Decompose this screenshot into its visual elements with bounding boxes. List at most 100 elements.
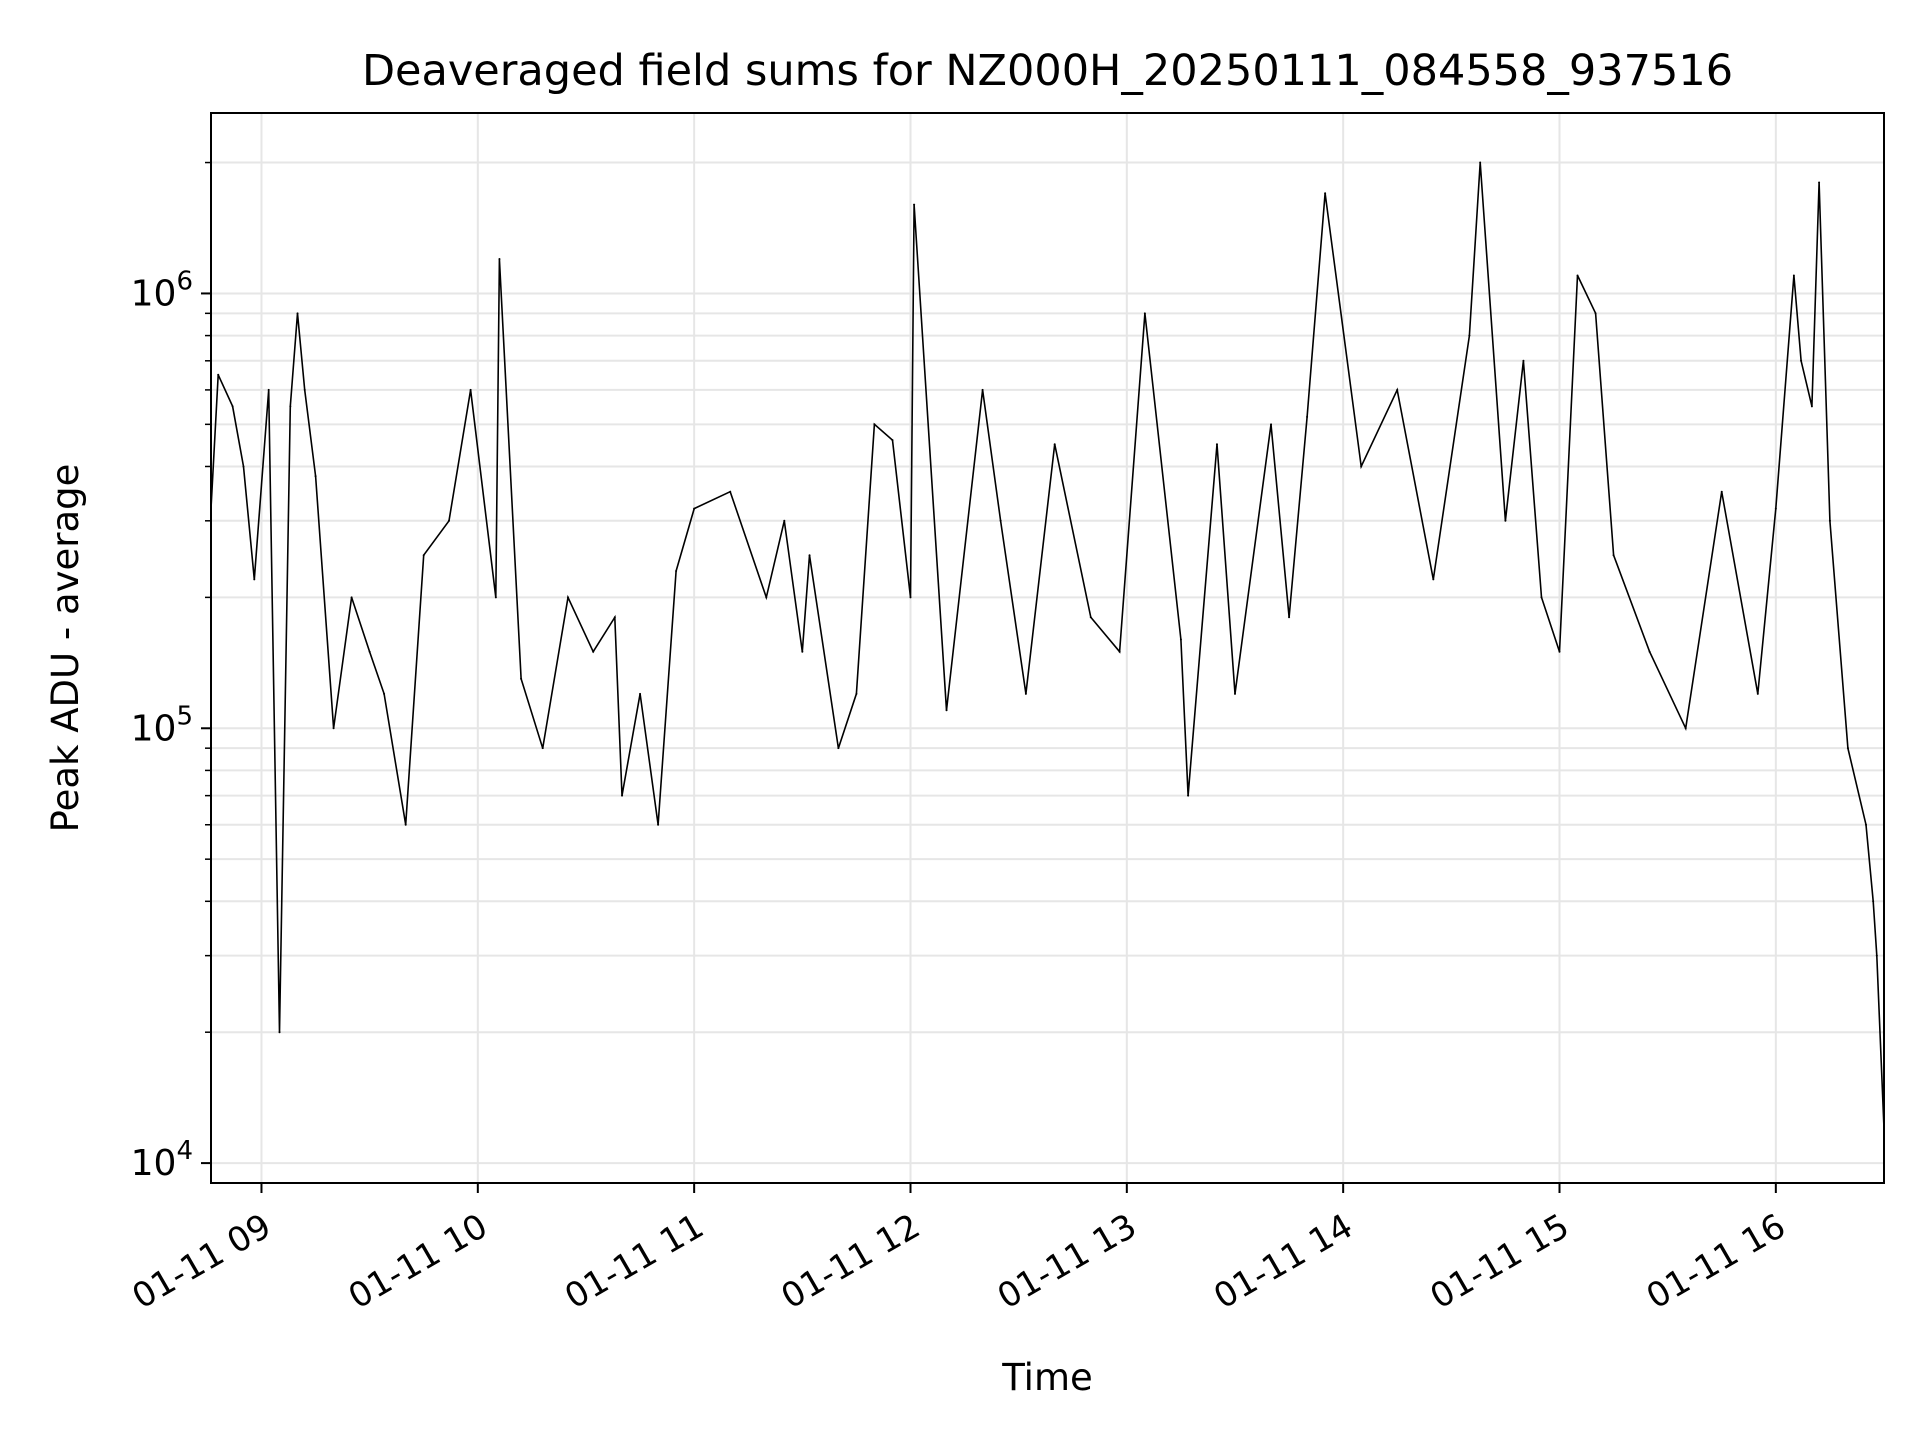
data-point [267, 388, 270, 391]
data-point [1792, 274, 1795, 277]
data-point [469, 388, 472, 391]
data-point [981, 388, 984, 391]
data-point [217, 373, 220, 376]
x-tick-label: 01-11 10 [342, 1206, 494, 1317]
data-point [1774, 507, 1777, 510]
data-point [1288, 616, 1291, 619]
data-point [1468, 334, 1471, 337]
data-point [1504, 519, 1507, 522]
data-point [498, 258, 501, 261]
data-point [1872, 900, 1875, 903]
data-point [592, 650, 595, 653]
data-point [1324, 192, 1327, 195]
data-point [303, 388, 306, 391]
data-point [1800, 359, 1803, 362]
data-point [231, 405, 234, 408]
data-point [1875, 954, 1878, 957]
data-point [1360, 465, 1363, 468]
data-point [1818, 181, 1821, 184]
data-point [314, 475, 317, 478]
data-point [383, 692, 386, 695]
plot-frame [210, 112, 1885, 1184]
data-point [494, 596, 497, 599]
data-point [404, 823, 407, 826]
data-point [1179, 638, 1182, 641]
data-point [693, 507, 696, 510]
data-point [296, 312, 299, 315]
data-point [1215, 443, 1218, 446]
data-point [891, 439, 894, 442]
data-point [278, 1031, 281, 1034]
data-point [289, 405, 292, 408]
data-point [675, 569, 678, 572]
data-point [909, 596, 912, 599]
data-point [541, 747, 544, 750]
data-point [837, 747, 840, 750]
data-point [1187, 794, 1190, 797]
x-axis: 01-11 09 01-11 10 01-11 11 01-11 12 01-11 13… [126, 1183, 1792, 1317]
data-point [1233, 692, 1236, 695]
data-point [1089, 616, 1092, 619]
data-point [422, 554, 425, 557]
data-point [729, 490, 732, 493]
y-tick-exponent: 4 [176, 1136, 193, 1166]
data-point [657, 823, 660, 826]
x-tick-label: 01-11 13 [991, 1206, 1143, 1317]
data-point [447, 519, 450, 522]
data-point [1846, 747, 1849, 750]
data-point [1612, 554, 1615, 557]
y-axis-label: Peak ADU - average [44, 464, 87, 833]
data-point [913, 203, 916, 206]
data-point [1576, 274, 1579, 277]
x-tick-label: 01-11 16 [1640, 1206, 1792, 1317]
x-tick-label: 01-11 09 [126, 1206, 278, 1317]
x-tick-label: 01-11 12 [775, 1206, 927, 1317]
data-point [873, 423, 876, 426]
data-point [945, 709, 948, 712]
data-point [520, 677, 523, 680]
data-point [1684, 727, 1687, 730]
data-point [855, 692, 858, 695]
data-point [1540, 596, 1543, 599]
data-point [639, 692, 642, 695]
data-point [1118, 650, 1121, 653]
data-point [999, 519, 1002, 522]
x-tick-label: 01-11 15 [1424, 1206, 1576, 1317]
data-point [1756, 692, 1759, 695]
y-tick-label: 105 [131, 701, 193, 749]
data-point [1864, 823, 1867, 826]
y-tick-base: 10 [131, 1143, 177, 1184]
data-point [1396, 388, 1399, 391]
x-tick-label: 01-11 14 [1207, 1206, 1359, 1317]
y-tick-base: 10 [131, 708, 177, 749]
data-point [1024, 692, 1027, 695]
grid [211, 113, 1884, 1183]
data-point [1720, 490, 1723, 493]
data-point [566, 596, 569, 599]
data-point [1270, 423, 1273, 426]
data-point [1558, 650, 1561, 653]
data-point [1432, 578, 1435, 581]
data-point [253, 578, 256, 581]
chart-title: Deaveraged field sums for NZ000H_2025011… [362, 46, 1733, 96]
x-tick-label: 01-11 11 [558, 1206, 710, 1317]
data-point [783, 519, 786, 522]
data-point [621, 794, 624, 797]
data-point [1594, 312, 1597, 315]
data-point [1828, 519, 1831, 522]
data-point [1648, 650, 1651, 653]
data-point [332, 727, 335, 730]
data-point [242, 465, 245, 468]
data-point [801, 650, 804, 653]
y-tick-exponent: 5 [176, 701, 193, 731]
series-line [210, 162, 1885, 1129]
data-point [350, 596, 353, 599]
series-layer [210, 161, 1885, 1130]
data-point [1306, 415, 1309, 418]
data-point [613, 616, 616, 619]
data-point [1143, 312, 1146, 315]
data-point [765, 596, 768, 599]
data-point [1522, 359, 1525, 362]
